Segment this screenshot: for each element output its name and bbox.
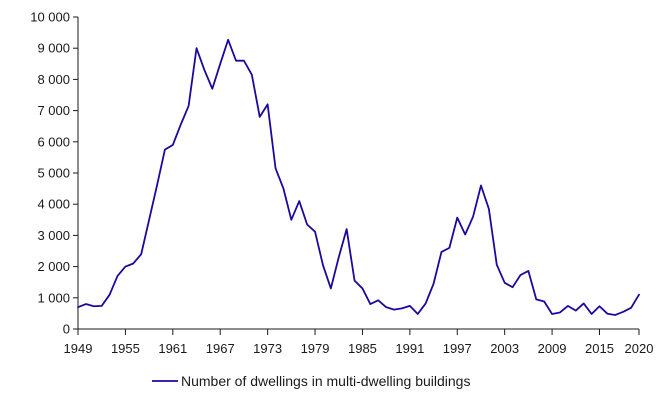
x-tick-label: 1991 [395,341,424,356]
y-tick-label: 10 000 [30,10,70,25]
y-tick-label: 5 000 [37,166,70,181]
x-tick-label: 2015 [585,341,614,356]
x-axis: 1949 1955 1961 1967 1973 1979 1985 1991 1997 2003… [64,328,654,356]
x-tick-label: 2020 [625,341,654,356]
y-tick-label: 7 000 [37,103,70,118]
y-tick-label: 9 000 [37,41,70,56]
series-line-0 [77,38,640,316]
y-tick-label: 4 000 [37,197,70,212]
series-lines [77,38,640,316]
y-tick-label: 6 000 [37,134,70,149]
x-tick-label: 1949 [64,341,93,356]
legend: Number of dwellings in multi-dwelling bu… [152,373,470,389]
x-tick-label: 2009 [538,341,567,356]
legend-label-multi-dwelling: Number of dwellings in multi-dwelling bu… [181,373,470,389]
y-tick-label: 1 000 [37,290,70,305]
y-tick-label: 2 000 [37,259,70,274]
x-tick-label: 2003 [490,341,519,356]
y-axis: 0 1 000 2 000 3 000 4 000 5 000 6 000 7 000 8 00… [30,10,79,337]
x-tick-label: 1997 [443,341,472,356]
x-tick-label: 1985 [348,341,377,356]
x-tick-label: 1955 [111,341,140,356]
y-tick-label: 8 000 [37,72,70,87]
x-tick-label: 1961 [158,341,187,356]
x-tick-label: 1967 [206,341,235,356]
y-tick-label: 3 000 [37,228,70,243]
x-tick-label: 1979 [301,341,330,356]
x-tick-label: 1973 [253,341,282,356]
y-tick-label: 0 [63,322,70,337]
